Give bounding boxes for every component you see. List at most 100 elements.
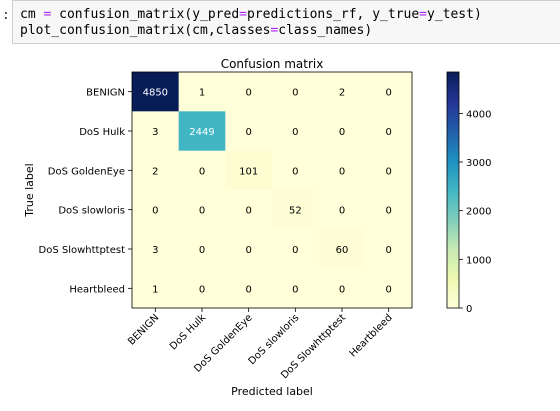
code-line-2: plot_confusion_matrix(cm,classes=class_n… (20, 23, 373, 38)
y-tick-label: DoS slowloris (58, 206, 125, 217)
heatmap-cell (178, 229, 226, 270)
heatmap-cell (365, 111, 413, 152)
heatmap-cell (318, 268, 366, 309)
cell-value-label: 0 (245, 88, 251, 99)
cell-value-label: 2 (339, 88, 345, 99)
cell-value-label: 0 (385, 88, 391, 99)
heatmap-cell (318, 150, 366, 191)
heatmap-cell (225, 229, 273, 270)
cell-value-label: 60 (336, 245, 349, 256)
heatmap-cell (272, 190, 320, 230)
cell-value-label: 0 (385, 245, 391, 256)
heatmap-cell (132, 229, 180, 270)
heatmap-cell (272, 268, 320, 309)
x-tick-label: BENIGN (126, 312, 161, 347)
cell-value-label: 0 (385, 166, 391, 177)
colorbar-ticks: 0 1000 2000 3000 4000 (459, 109, 491, 315)
cell-value-label: 0 (339, 127, 345, 138)
cell-value-label: 0 (385, 206, 391, 217)
heatmap-frame (131, 71, 413, 309)
y-tick-labels: BENIGN DoS Hulk DoS GoldenEye DoS slowloris… (39, 88, 132, 295)
cell-value-label: 1 (199, 88, 205, 99)
y-tick-label: Heartbleed (69, 284, 125, 295)
y-tick-label: DoS Hulk (79, 127, 125, 138)
heatmap-cell (272, 72, 320, 112)
cell-value-label: 2 (152, 166, 158, 177)
cell-value-label: 0 (292, 127, 298, 138)
cell-value-label: 0 (292, 88, 298, 99)
heatmap-cell (365, 190, 413, 230)
cell-value-label: 0 (385, 284, 391, 295)
cell-value-label: 0 (292, 284, 298, 295)
heatmap-cell (225, 72, 273, 112)
code-cell[interactable]: cm = confusion_matrix(y_pred=predictions… (12, 0, 560, 44)
heatmap-cell (178, 150, 226, 191)
cell-value-label: 52 (289, 206, 302, 217)
cell-value-label: 0 (292, 166, 298, 177)
cell-value-label: 0 (199, 206, 205, 217)
x-tick-label: Heartbleed (348, 312, 395, 359)
cell-value-label: 0 (245, 127, 251, 138)
heatmap-cell (365, 72, 413, 112)
cell-value-label: 0 (245, 206, 251, 217)
heatmap-cell (365, 150, 413, 191)
cell-value-label: 3 (152, 245, 158, 256)
cell-value-label: 0 (292, 245, 298, 256)
cell-value-label: 0 (339, 166, 345, 177)
output-area: Confusion matrix 4850 1 0 0 2 0 3 2449 0 0 0 0 2 0 101… (0, 48, 560, 407)
cell-value-label: 0 (199, 284, 205, 295)
colorbar-tick-label: 0 (466, 304, 472, 315)
cell-value-label: 0 (339, 284, 345, 295)
heatmap-cell (178, 111, 226, 152)
colorbar (446, 71, 460, 309)
heatmap-cell (272, 111, 320, 152)
heatmap-cell (225, 268, 273, 309)
heatmap-cell (225, 111, 273, 152)
cell-value-label: 0 (385, 127, 391, 138)
heatmap-cell (318, 111, 366, 152)
cell-value-label: 2449 (189, 127, 214, 138)
colorbar-tick-label: 1000 (466, 255, 491, 266)
cell-value-label: 0 (339, 206, 345, 217)
x-axis-label: Predicted label (231, 385, 313, 398)
colorbar-tick-label: 2000 (466, 207, 491, 218)
heatmap-cell (132, 72, 180, 112)
cell-value-label: 1 (152, 284, 158, 295)
y-axis-label: True label (23, 163, 36, 217)
cell-value-label: 3 (152, 127, 158, 138)
x-tick-label: DoS Hulk (168, 312, 208, 352)
heatmap-cell (178, 190, 226, 230)
cell-prompt: : (2, 8, 10, 23)
heatmap-cell (132, 150, 180, 191)
cell-value-label: 101 (239, 166, 258, 177)
y-tick-label: DoS Slowhttptest (39, 245, 126, 256)
heatmap-cell (318, 229, 366, 270)
cell-value-label: 0 (245, 245, 251, 256)
cell-labels: 4850 1 0 0 2 0 3 2449 0 0 0 0 2 0 101 0 0 0 0 0 0 52 0 0 3 0 0 0 60 0… (143, 88, 392, 296)
heatmap-cell (365, 268, 413, 309)
heatmap-cell (225, 150, 273, 191)
heatmap-cell (272, 150, 320, 191)
heatmap-cell (225, 190, 273, 230)
heatmap-cell (272, 229, 320, 270)
colorbar-tick-label: 4000 (466, 109, 491, 120)
heatmap-cell (178, 268, 226, 309)
confusion-matrix-figure: Confusion matrix 4850 1 0 0 2 03 2449 0 0 0 02 0 101… (23, 57, 491, 398)
heatmap-cell (132, 111, 180, 152)
cell-value-label: 4850 (143, 88, 168, 99)
chart-title: Confusion matrix (221, 57, 324, 71)
heatmap-cells (132, 72, 413, 309)
y-tick-label: DoS GoldenEye (48, 166, 125, 177)
cell-value-label: 0 (152, 206, 158, 217)
cell-value-label: 0 (199, 166, 205, 177)
y-tick-label: BENIGN (86, 88, 125, 99)
heatmap-cell (132, 190, 180, 230)
code-line-1: cm = confusion_matrix(y_pred=predictions… (20, 7, 482, 22)
cell-value-label: 0 (199, 245, 205, 256)
cell-value-label: 0 (245, 284, 251, 295)
heatmap-cell (178, 72, 226, 112)
heatmap-cell (318, 72, 366, 112)
heatmap-cell (365, 229, 413, 270)
heatmap-cell (132, 268, 180, 309)
